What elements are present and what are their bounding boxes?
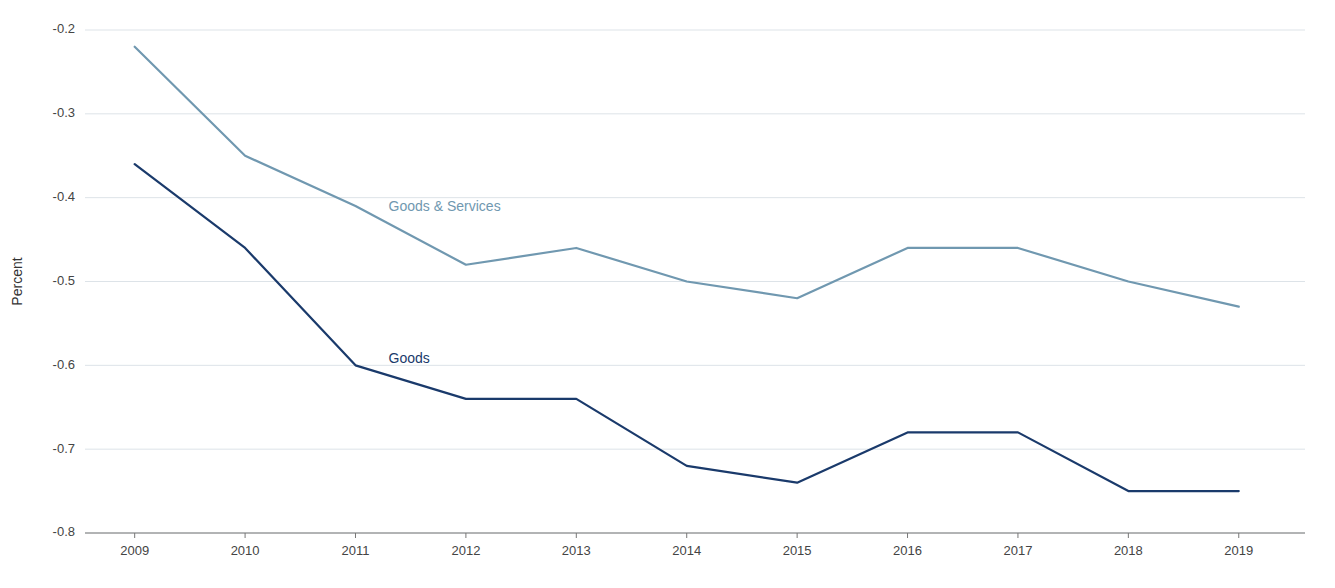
chart: -0.8 -0.7 -0.6 -0.5 -0.4 -0.3 -0.2 2009 2010 2011… <box>0 0 1335 588</box>
grid-line <box>85 113 1305 114</box>
grid-line <box>85 365 1305 366</box>
x-tick-label: 2018 <box>1114 543 1143 558</box>
grid-line <box>85 533 1305 534</box>
x-tick-label: 2010 <box>231 543 260 558</box>
x-tick-label: 2011 <box>342 543 370 558</box>
lines <box>135 47 1239 491</box>
x-axis-line <box>85 533 1305 534</box>
x-tick-label: 2009 <box>120 543 149 558</box>
x-tick <box>907 533 908 538</box>
x-tick <box>576 533 577 538</box>
series-label: Goods & Services <box>389 198 501 214</box>
y-tick-label: -0.4 <box>53 189 75 204</box>
x-tick-label: 2012 <box>451 543 480 558</box>
x-tick-label: 2015 <box>783 543 812 558</box>
x-tick-label: 2014 <box>672 543 701 558</box>
x-tick-label: 2016 <box>893 543 922 558</box>
x-tick <box>355 533 356 538</box>
y-tick-label: -0.3 <box>53 105 75 120</box>
grid-line <box>85 30 1305 31</box>
x-tick <box>134 533 135 538</box>
x-tick <box>797 533 798 538</box>
y-tick-label: -0.8 <box>53 524 75 539</box>
grid-line <box>85 449 1305 450</box>
y-tick-label: -0.6 <box>53 357 75 372</box>
x-tick-label: 2013 <box>562 543 591 558</box>
x-tick <box>1128 533 1129 538</box>
grid-line <box>85 197 1305 198</box>
y-tick-label: -0.2 <box>53 21 75 36</box>
x-tick <box>465 533 466 538</box>
x-tick-label: 2017 <box>1003 543 1032 558</box>
x-tick <box>686 533 687 538</box>
y-grid <box>85 30 1305 533</box>
series-label: Goods <box>389 350 430 366</box>
y-tick-label: -0.7 <box>53 441 75 456</box>
y-axis-label: Percent <box>9 257 25 305</box>
x-tick-label: 2019 <box>1224 543 1253 558</box>
x-tick <box>1017 533 1018 538</box>
series-line <box>135 47 1239 307</box>
series-line <box>135 164 1239 491</box>
x-tick <box>1238 533 1239 538</box>
x-tick <box>245 533 246 538</box>
y-tick-label: -0.5 <box>53 273 75 288</box>
